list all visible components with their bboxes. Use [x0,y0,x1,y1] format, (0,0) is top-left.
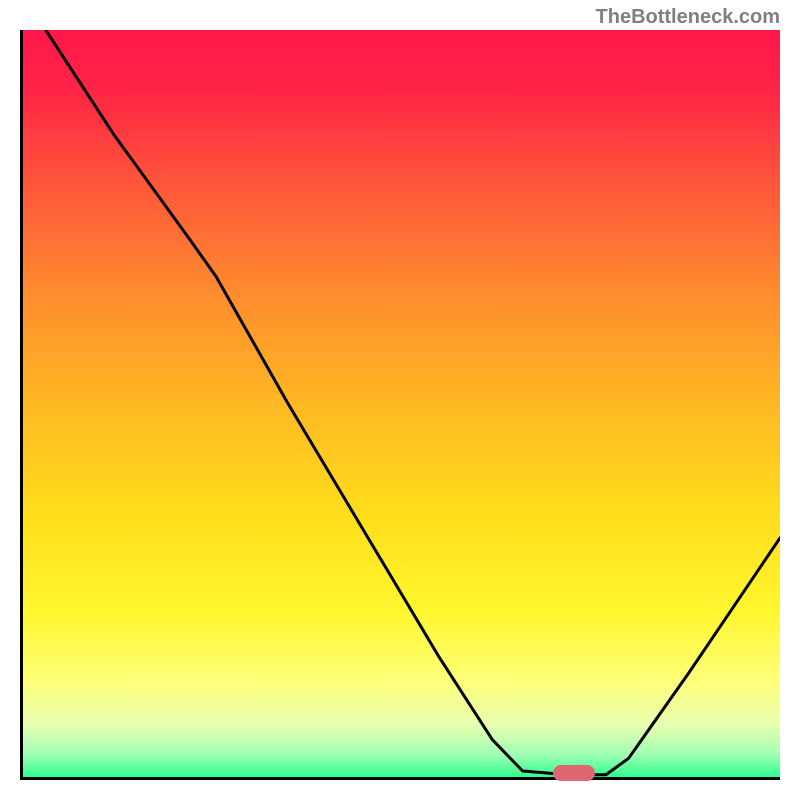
watermark-text: TheBottleneck.com [596,6,780,29]
chart-highlight-marker [553,765,595,781]
chart-plot-area [20,30,780,780]
chart-curve [23,30,780,777]
